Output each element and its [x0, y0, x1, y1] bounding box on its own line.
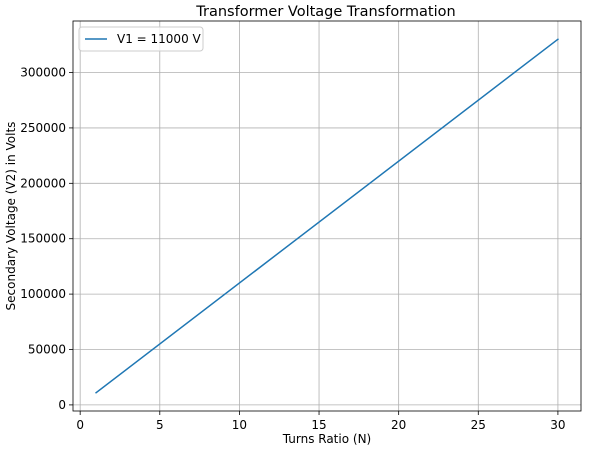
- y-tick-label: 50000: [28, 343, 66, 357]
- grid-lines: [73, 21, 581, 411]
- legend: V1 = 11000 V: [78, 26, 204, 52]
- legend-box: [78, 26, 204, 52]
- x-tick-label: 10: [232, 418, 247, 432]
- x-tick-label: 25: [471, 418, 486, 432]
- y-tick-label: 150000: [20, 232, 66, 246]
- x-tick-label: 0: [76, 418, 84, 432]
- y-tick-label: 250000: [20, 121, 66, 135]
- chart-title: Transformer Voltage Transformation: [195, 4, 455, 20]
- y-tick-label: 200000: [20, 176, 66, 190]
- series-layer: [95, 38, 559, 394]
- x-tick-label: 20: [391, 418, 406, 432]
- y-tick-label: 100000: [20, 287, 66, 301]
- series-line: [95, 38, 559, 394]
- y-axis-ticks: 0 50000 100000 150000 200000 250000 300000: [20, 66, 73, 412]
- x-axis-label: Turns Ratio (N): [282, 432, 371, 446]
- x-tick-label: 30: [550, 418, 565, 432]
- y-tick-label: 0: [58, 398, 66, 412]
- legend-label: V1 = 11000 V: [117, 32, 202, 46]
- plot-frame: [72, 20, 582, 412]
- y-tick-label: 300000: [20, 66, 66, 80]
- x-tick-label: 5: [156, 418, 164, 432]
- y-axis-label: Secondary Voltage (V2) in Volts: [4, 122, 18, 311]
- x-axis-ticks: 0 5 10 15 20 25 30: [76, 411, 566, 432]
- x-tick-label: 15: [311, 418, 326, 432]
